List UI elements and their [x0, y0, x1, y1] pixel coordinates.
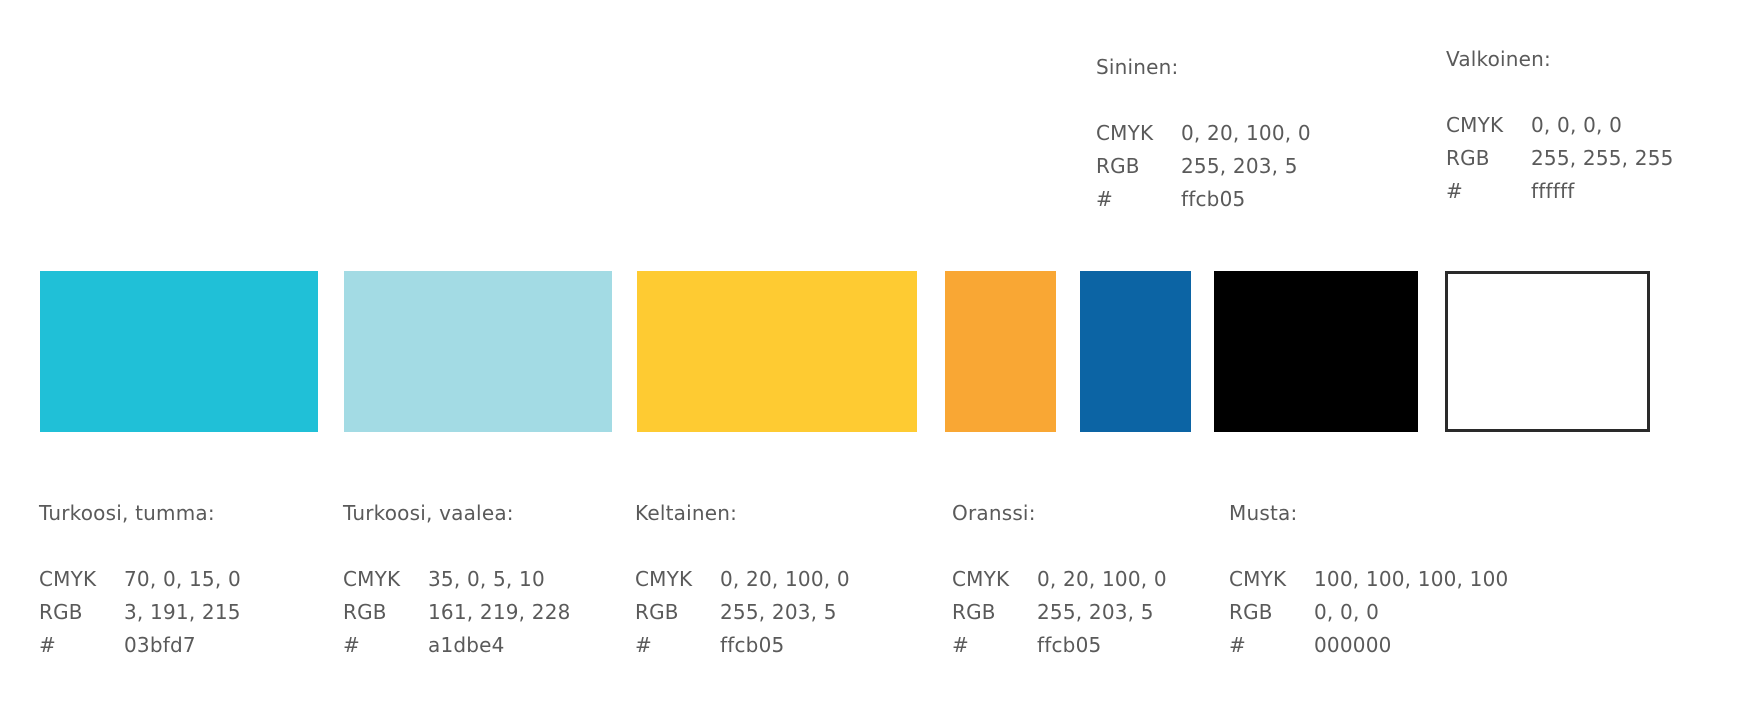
color-info-valkoinen: Valkoinen: CMYK 0, 0, 0, 0 RGB 255, 255, 2… — [1446, 43, 1674, 208]
color-name: Oranssi: — [952, 501, 1036, 525]
cmyk-value: 100, 100, 100, 100 — [1314, 567, 1509, 591]
hex-row: #000000 — [1229, 629, 1508, 662]
rgb-label: RGB — [39, 600, 83, 624]
rgb-row: RGB 255, 203, 5 — [1096, 150, 1311, 183]
rgb-label: RGB — [343, 600, 387, 624]
rgb-row: RGB 255, 203, 5 — [635, 596, 850, 629]
rgb-row: RGB 255, 203, 5 — [952, 596, 1167, 629]
hex-value: 000000 — [1314, 633, 1392, 657]
hex-value: ffcb05 — [1181, 187, 1246, 211]
cmyk-value: 0, 20, 100, 0 — [1181, 121, 1311, 145]
rgb-value: 161, 219, 228 — [428, 600, 571, 624]
hex-label: # — [39, 633, 56, 657]
cmyk-value: 70, 0, 15, 0 — [124, 567, 241, 591]
color-info-sininen: Sininen: CMYK 0, 20, 100, 0 RGB 255, 203, … — [1096, 51, 1311, 216]
hex-value: ffffff — [1531, 179, 1575, 203]
cmyk-row: CMYK 70, 0, 15, 0 — [39, 563, 241, 596]
cmyk-label: CMYK — [635, 567, 693, 591]
hex-row: # ffcb05 — [635, 629, 850, 662]
cmyk-value: 0, 20, 100, 0 — [720, 567, 850, 591]
color-info-musta: Musta: CMYK 100, 100, 100, 100 RGB 0, 0, 0… — [1229, 497, 1508, 662]
hex-row: # a1dbe4 — [343, 629, 571, 662]
color-name: Turkoosi, tumma: — [39, 501, 215, 525]
hex-value: 03bfd7 — [124, 633, 196, 657]
color-name: Keltainen: — [635, 501, 738, 525]
swatch-musta — [1214, 271, 1418, 432]
rgb-label: RGB — [1229, 600, 1273, 624]
color-info-turkoosi-vaalea: Turkoosi, vaalea: CMYK 35, 0, 5, 10 RGB 16… — [343, 497, 571, 662]
cmyk-row: CMYK 0, 20, 100, 0 — [1096, 117, 1311, 150]
hex-row: # ffcb05 — [1096, 183, 1311, 216]
color-name: Sininen: — [1096, 55, 1179, 79]
swatch-oranssi — [945, 271, 1056, 432]
hex-value: ffcb05 — [1037, 633, 1102, 657]
swatch-keltainen — [637, 271, 917, 432]
rgb-value: 255, 255, 255 — [1531, 146, 1674, 170]
hex-label: # — [1229, 633, 1246, 657]
hex-row: #03bfd7 — [39, 629, 241, 662]
cmyk-row: CMYK 35, 0, 5, 10 — [343, 563, 571, 596]
cmyk-label: CMYK — [1446, 113, 1504, 137]
rgb-label: RGB — [1096, 154, 1140, 178]
color-name: Valkoinen: — [1446, 47, 1551, 71]
rgb-value: 0, 0, 0 — [1314, 600, 1380, 624]
cmyk-label: CMYK — [343, 567, 401, 591]
rgb-value: 255, 203, 5 — [1037, 600, 1154, 624]
hex-row: # ffcb05 — [952, 629, 1167, 662]
cmyk-row: CMYK 100, 100, 100, 100 — [1229, 563, 1508, 596]
cmyk-row: CMYK 0, 20, 100, 0 — [952, 563, 1167, 596]
rgb-value: 255, 203, 5 — [720, 600, 837, 624]
cmyk-value: 35, 0, 5, 10 — [428, 567, 545, 591]
color-info-oranssi: Oranssi: CMYK 0, 20, 100, 0 RGB 255, 203, … — [952, 497, 1167, 662]
cmyk-row: CMYK 0, 20, 100, 0 — [635, 563, 850, 596]
rgb-label: RGB — [635, 600, 679, 624]
cmyk-label: CMYK — [1229, 567, 1287, 591]
hex-label: # — [635, 633, 652, 657]
rgb-row: RGB 0, 0, 0 — [1229, 596, 1508, 629]
hex-label: # — [343, 633, 360, 657]
hex-label: # — [1096, 187, 1113, 211]
rgb-row: RGB 255, 255, 255 — [1446, 142, 1674, 175]
swatch-valkoinen — [1445, 271, 1650, 432]
rgb-row: RGB 161, 219, 228 — [343, 596, 571, 629]
color-info-turkoosi-tumma: Turkoosi, tumma: CMYK 70, 0, 15, 0 RGB 3, … — [39, 497, 241, 662]
rgb-label: RGB — [1446, 146, 1490, 170]
swatch-sininen — [1080, 271, 1191, 432]
swatch-turkoosi-tumma — [40, 271, 318, 432]
rgb-row: RGB 3, 191, 215 — [39, 596, 241, 629]
cmyk-value: 0, 0, 0, 0 — [1531, 113, 1623, 137]
rgb-value: 255, 203, 5 — [1181, 154, 1298, 178]
color-name: Turkoosi, vaalea: — [343, 501, 514, 525]
swatch-turkoosi-vaalea — [344, 271, 612, 432]
hex-row: # ffffff — [1446, 175, 1674, 208]
cmyk-label: CMYK — [952, 567, 1010, 591]
hex-value: a1dbe4 — [428, 633, 505, 657]
cmyk-label: CMYK — [39, 567, 97, 591]
hex-label: # — [952, 633, 969, 657]
color-info-keltainen: Keltainen: CMYK 0, 20, 100, 0 RGB 255, 203… — [635, 497, 850, 662]
cmyk-row: CMYK 0, 0, 0, 0 — [1446, 109, 1674, 142]
cmyk-label: CMYK — [1096, 121, 1154, 145]
color-name: Musta: — [1229, 501, 1298, 525]
rgb-value: 3, 191, 215 — [124, 600, 241, 624]
hex-value: ffcb05 — [720, 633, 785, 657]
cmyk-value: 0, 20, 100, 0 — [1037, 567, 1167, 591]
rgb-label: RGB — [952, 600, 996, 624]
hex-label: # — [1446, 179, 1463, 203]
